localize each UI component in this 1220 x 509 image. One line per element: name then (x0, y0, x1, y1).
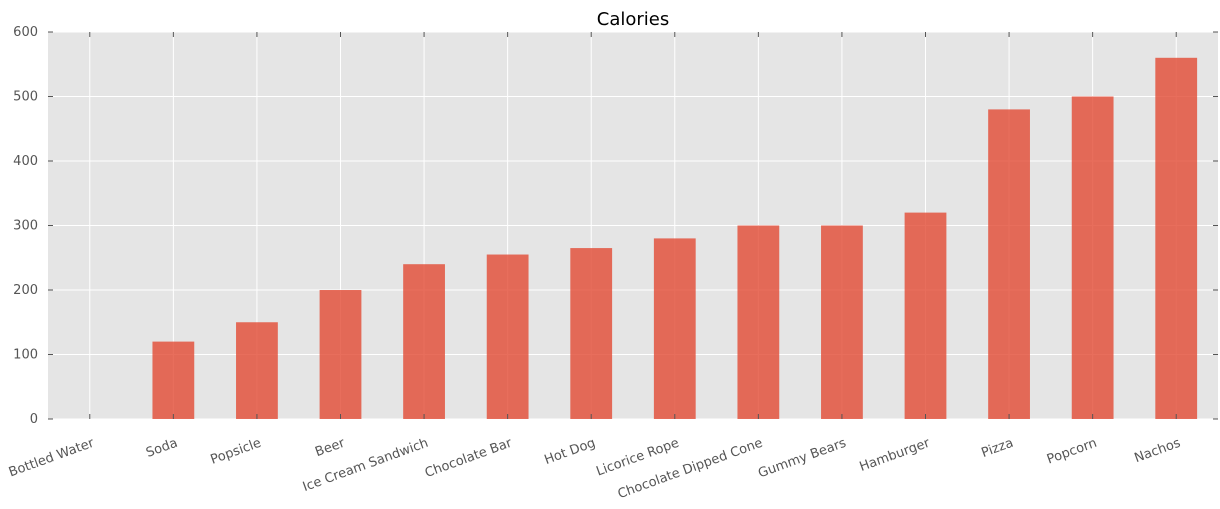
bars (152, 57, 1198, 420)
bar (653, 238, 696, 419)
axis-ticks (48, 31, 1218, 420)
y-tick-label: 0 (30, 412, 38, 427)
chart-title: Calories (597, 9, 669, 30)
x-tick-label: Chocolate Dipped Cone (616, 436, 765, 502)
bar (904, 212, 947, 419)
bar (486, 254, 529, 419)
y-tick-label: 200 (13, 283, 38, 298)
y-tick-label: 600 (13, 25, 38, 40)
y-tick-labels: 0 100 200 300 400 500 600 (13, 25, 38, 427)
x-tick-label: Gummy Bears (756, 436, 848, 482)
bar (319, 290, 362, 419)
x-tick-label: Chocolate Bar (423, 435, 515, 481)
x-tick-label: Popcorn (1045, 436, 1099, 468)
bar (403, 264, 445, 419)
x-tick-label: Beer (313, 435, 347, 460)
bar (570, 248, 613, 419)
bar (821, 225, 863, 419)
bar (1155, 57, 1198, 420)
y-tick-label: 500 (13, 90, 38, 105)
y-tick-label: 100 (13, 348, 38, 363)
x-tick-label: Popsicle (209, 436, 264, 468)
bar (1071, 96, 1114, 419)
x-tick-label: Nachos (1133, 436, 1183, 467)
x-tick-label: Hamburger (858, 435, 933, 474)
bar (152, 341, 195, 419)
x-tick-label: Pizza (980, 436, 1016, 461)
x-tick-label: Bottled Water (7, 435, 97, 480)
bar (988, 109, 1030, 420)
x-tick-label: Hot Dog (542, 436, 597, 468)
bar (737, 225, 780, 419)
bar (236, 322, 278, 419)
x-tick-label: Soda (144, 436, 180, 461)
y-tick-label: 300 (13, 219, 38, 234)
y-tick-label: 400 (13, 154, 38, 169)
